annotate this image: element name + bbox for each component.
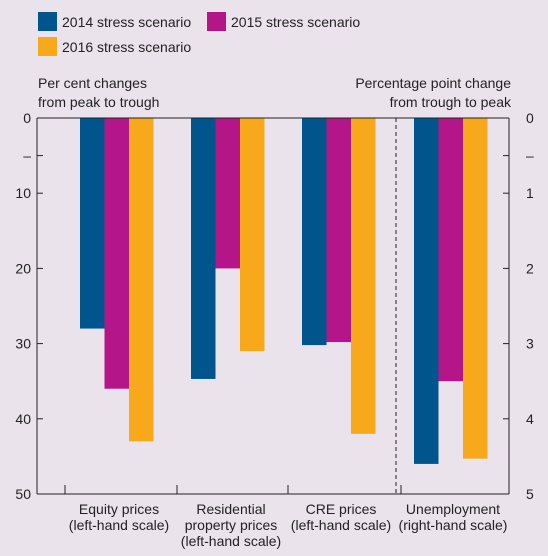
legend-label: 2015 stress scenario: [231, 14, 360, 30]
right-tick-label: 0: [526, 110, 534, 126]
bar: [80, 118, 105, 329]
bar: [104, 118, 129, 389]
legend: 2014 stress scenario 2015 stress scenario…: [38, 12, 360, 56]
left-tick-label: 40: [15, 411, 31, 427]
plot-frame: [36, 117, 510, 495]
right-tick-label: 2: [526, 260, 534, 276]
category-label: (right-hand scale): [399, 517, 508, 533]
bar: [326, 118, 351, 343]
bar: [438, 118, 463, 382]
ticks: 0 0 – – 10 1 20 2 30 3 40 4 50 5: [15, 110, 534, 502]
category-label: CRE prices: [306, 501, 377, 517]
right-tick-label: 1: [526, 185, 534, 201]
bar: [191, 118, 216, 379]
left-tick-label: 50: [15, 486, 31, 502]
left-axis-title: Per cent changes: [38, 75, 147, 91]
right-tick-label: –: [526, 148, 534, 164]
axis-titles: Per cent changes from peak to trough Perce…: [38, 75, 512, 110]
bars: [80, 118, 488, 464]
bar: [351, 118, 376, 434]
bar: [215, 118, 240, 269]
left-axis-title: from peak to trough: [38, 94, 159, 110]
bar: [463, 118, 488, 459]
left-tick-label: 0: [23, 110, 31, 126]
left-tick-label: 20: [15, 260, 31, 276]
category-label: property prices: [185, 517, 278, 533]
bar: [240, 118, 265, 352]
category-label: Unemployment: [406, 501, 500, 517]
right-tick-label: 5: [526, 486, 534, 502]
legend-swatch: [38, 12, 57, 31]
left-tick-label: 30: [15, 336, 31, 352]
legend-label: 2014 stress scenario: [62, 14, 191, 30]
bar: [129, 118, 154, 442]
right-axis-title: Percentage point change: [355, 75, 511, 91]
legend-label: 2016 stress scenario: [62, 39, 191, 55]
left-tick-label: –: [23, 148, 31, 164]
category-label: (left-hand scale): [69, 517, 169, 533]
category-labels: Equity prices(left-hand scale)Residentia…: [69, 501, 508, 549]
legend-swatch: [38, 37, 57, 56]
category-label: (left-hand scale): [181, 533, 281, 549]
left-tick-label: 10: [15, 185, 31, 201]
right-tick-label: 3: [526, 336, 534, 352]
category-label: Residential: [196, 501, 265, 517]
legend-swatch: [207, 12, 226, 31]
category-label: (left-hand scale): [291, 517, 391, 533]
category-label: Equity prices: [79, 501, 159, 517]
bar: [302, 118, 327, 346]
right-tick-label: 4: [526, 411, 534, 427]
bar: [414, 118, 439, 464]
right-axis-title: from trough to peak: [390, 94, 512, 110]
